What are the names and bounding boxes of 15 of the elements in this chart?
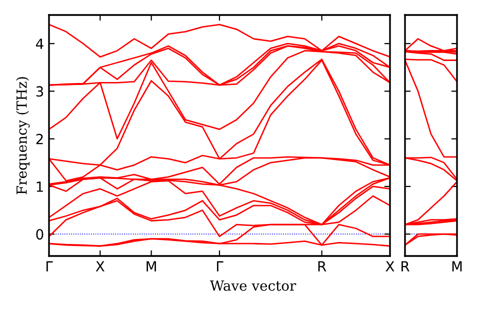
y-tick-label: 2 [36,134,43,144]
x-tick-label: M [146,261,156,272]
x-tick-label: Γ [46,261,53,272]
x-tick-label: R [318,261,326,272]
x-tick-label: M [452,261,462,272]
x-tick-label: R [402,261,410,272]
x-tick-label: X [96,261,104,272]
y-tick-label: 3 [36,86,44,97]
y-tick-label: 1 [36,182,43,192]
x-tick-label: Γ [216,261,224,272]
y-tick-label: 0 [36,229,44,240]
y-tick-label: 4 [36,38,44,49]
x-axis-title: Wave vector [210,280,296,291]
x-tick-label: X [386,261,394,272]
y-axis-title: Frequency (THz) [16,77,30,194]
